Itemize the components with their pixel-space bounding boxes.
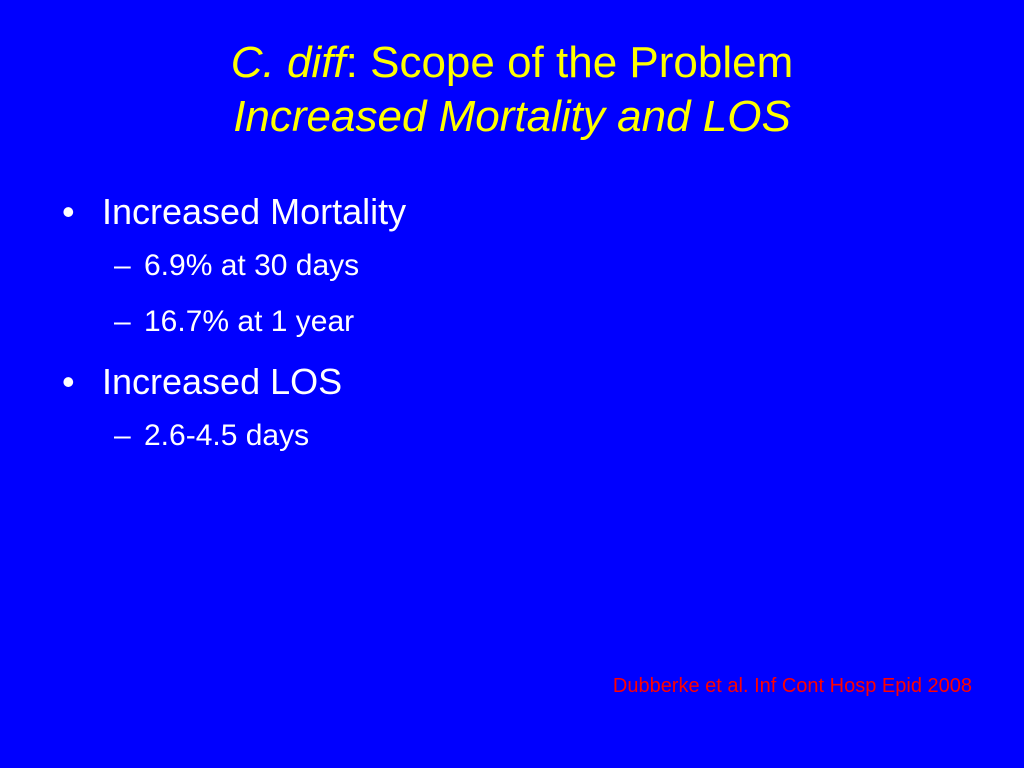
dash-icon: – [114,305,131,338]
sub-bullet-label: 6.9% at 30 days [144,249,360,282]
dash-icon: – [114,249,131,282]
title-line-2: Increased Mortality and LOS [233,92,791,141]
title-topic: : Scope of the Problem [345,38,794,87]
sub-bullet-label: 2.6-4.5 days [144,419,310,452]
slide-title: C. diff: Scope of the Problem Increased … [0,36,1024,144]
bullet-mortality: • Increased Mortality [62,188,962,236]
sub-bullet-los-days: – 2.6-4.5 days [62,416,962,456]
bullet-dot-icon: • [62,361,75,402]
bullet-los: • Increased LOS [62,358,962,406]
title-organism: C. diff [230,38,346,87]
sub-bullet-mortality-30-days: – 6.9% at 30 days [62,246,962,286]
citation: Dubberke et al. Inf Cont Hosp Epid 2008 [612,675,972,697]
sub-bullet-label: 16.7% at 1 year [144,305,355,338]
bullet-list: • Increased Mortality – 6.9% at 30 days … [62,188,962,472]
bullet-label: Increased Mortality [102,191,407,232]
title-line-1: C. diff: Scope of the Problem [0,36,1024,90]
bullet-label: Increased LOS [102,361,343,402]
dash-icon: – [114,419,131,452]
sub-bullet-mortality-1-year: – 16.7% at 1 year [62,302,962,342]
bullet-dot-icon: • [62,191,75,232]
